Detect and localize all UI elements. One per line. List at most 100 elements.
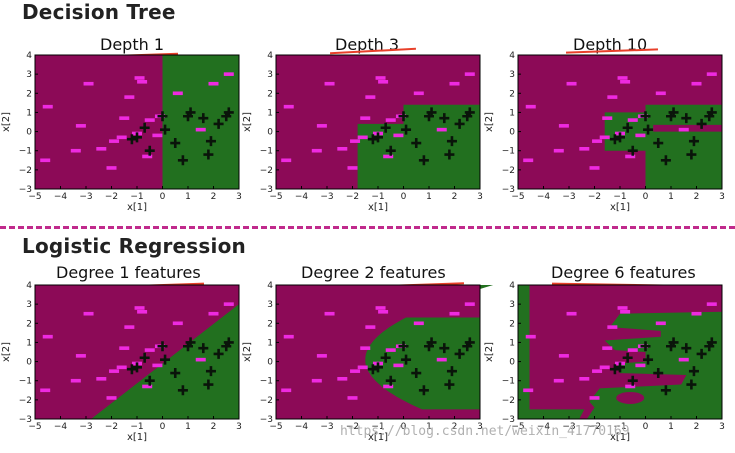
x-tick-label: 1 xyxy=(185,192,191,202)
y-tick-label: 4 xyxy=(26,51,32,61)
y-tick-label: 1 xyxy=(26,108,32,118)
y-ticks: −3 −2 −1 0 1 2 3 4 xyxy=(260,281,279,425)
x-tick-label: −3 xyxy=(79,422,92,432)
y-axis-label: x[2] xyxy=(242,112,253,132)
negative-point xyxy=(316,354,327,358)
negative-point xyxy=(436,127,447,132)
negative-point xyxy=(655,91,666,96)
x-tick-label: 3 xyxy=(719,422,725,432)
positive-point xyxy=(223,337,234,348)
negative-point xyxy=(350,139,361,143)
x-tick-label: 0 xyxy=(160,422,166,432)
positive-point xyxy=(203,379,214,390)
positive-point xyxy=(132,132,142,143)
negative-point xyxy=(350,369,361,373)
x-tick-label: 3 xyxy=(477,192,483,202)
x-tick-label: 3 xyxy=(236,422,242,432)
positive-point xyxy=(170,138,181,149)
positive-markers xyxy=(126,337,234,396)
negative-point xyxy=(337,147,348,151)
positive-point xyxy=(643,124,654,135)
positive-point xyxy=(157,111,168,122)
y-tick-label: −2 xyxy=(502,166,515,176)
negative-point xyxy=(607,325,618,329)
positive-markers xyxy=(367,337,475,396)
negative-point xyxy=(706,302,717,306)
negative-point xyxy=(599,365,610,370)
negative-point xyxy=(525,104,536,109)
decision-region xyxy=(518,285,722,419)
positive-point xyxy=(144,145,155,156)
x-tick-label: 0 xyxy=(643,422,649,432)
negative-point xyxy=(592,369,603,373)
negative-point xyxy=(553,148,564,153)
positive-point xyxy=(401,354,412,365)
x-axis-label: x[1] xyxy=(610,202,630,213)
positive-point xyxy=(666,111,676,122)
positive-point xyxy=(640,111,651,122)
negative-point xyxy=(124,95,135,99)
x-tick-label: −1 xyxy=(613,422,626,432)
x-tick-label: −3 xyxy=(320,192,333,202)
negative-point xyxy=(579,377,590,381)
y-tick-label: 0 xyxy=(26,128,32,138)
negative-point xyxy=(134,76,145,80)
y-tick-label: −1 xyxy=(502,377,515,387)
x-ticks: −5 −4 −3 −2 −1 0 1 2 3 xyxy=(511,186,725,202)
chart-title: Degree 2 features xyxy=(301,263,446,282)
positive-point xyxy=(411,138,422,149)
positive-markers xyxy=(609,107,717,166)
y-tick-label: 2 xyxy=(509,89,515,99)
positive-point xyxy=(696,118,707,129)
negative-point xyxy=(436,357,447,362)
x-tick-label: 2 xyxy=(694,422,700,432)
positive-point xyxy=(177,385,188,396)
positive-point xyxy=(444,149,455,160)
y-tick-label: 4 xyxy=(26,281,32,291)
negative-markers xyxy=(523,72,717,170)
negative-point xyxy=(311,148,322,153)
positive-point xyxy=(160,124,171,135)
negative-point xyxy=(635,133,646,138)
x-tick-label: −5 xyxy=(28,422,41,432)
negative-point xyxy=(96,147,107,151)
y-tick-label: 0 xyxy=(509,128,515,138)
y-tick-label: 2 xyxy=(267,89,273,99)
plot-axes-depth-1: −5 −4 −3 −2 −1 0 1 2 3 −3 −2 −1 0 1 2 3 4 x[1] x[2] xyxy=(1,51,242,213)
x-tick-label: −3 xyxy=(79,192,92,202)
negative-point xyxy=(208,81,219,86)
x-ticks: −5 −4 −3 −2 −1 0 1 2 3 xyxy=(511,416,725,432)
x-tick-label: 1 xyxy=(668,422,674,432)
y-tick-label: 4 xyxy=(509,281,515,291)
x-tick-label: −2 xyxy=(588,422,601,432)
negative-point xyxy=(602,116,613,120)
positive-point xyxy=(398,341,409,352)
negative-point xyxy=(375,306,386,310)
negative-point xyxy=(627,348,638,352)
positive-point xyxy=(706,337,717,348)
x-tick-label: −1 xyxy=(130,192,143,202)
y-ticks: −3 −2 −1 0 1 2 3 4 xyxy=(19,281,38,425)
negative-point xyxy=(75,354,86,358)
negative-point xyxy=(281,388,292,393)
y-tick-label: 3 xyxy=(267,300,273,310)
positive-region xyxy=(357,104,480,189)
positive-point xyxy=(444,379,455,390)
negative-point xyxy=(311,378,322,383)
negative-point xyxy=(124,325,135,329)
negative-point xyxy=(378,80,389,84)
negative-point xyxy=(142,384,153,389)
negative-point xyxy=(324,311,335,316)
positive-point xyxy=(367,364,378,375)
y-tick-label: 2 xyxy=(26,89,32,99)
x-ticks: −5 −4 −3 −2 −1 0 1 2 3 xyxy=(269,416,483,432)
x-ticks: −5 −4 −3 −2 −1 0 1 2 3 xyxy=(28,186,242,202)
negative-point xyxy=(357,365,368,370)
positive-point xyxy=(439,113,450,124)
negative-point xyxy=(691,311,702,316)
negative-point xyxy=(553,378,564,383)
x-tick-label: 3 xyxy=(719,192,725,202)
negative-point xyxy=(137,80,148,84)
negative-point xyxy=(337,377,348,381)
positive-point xyxy=(686,149,697,160)
